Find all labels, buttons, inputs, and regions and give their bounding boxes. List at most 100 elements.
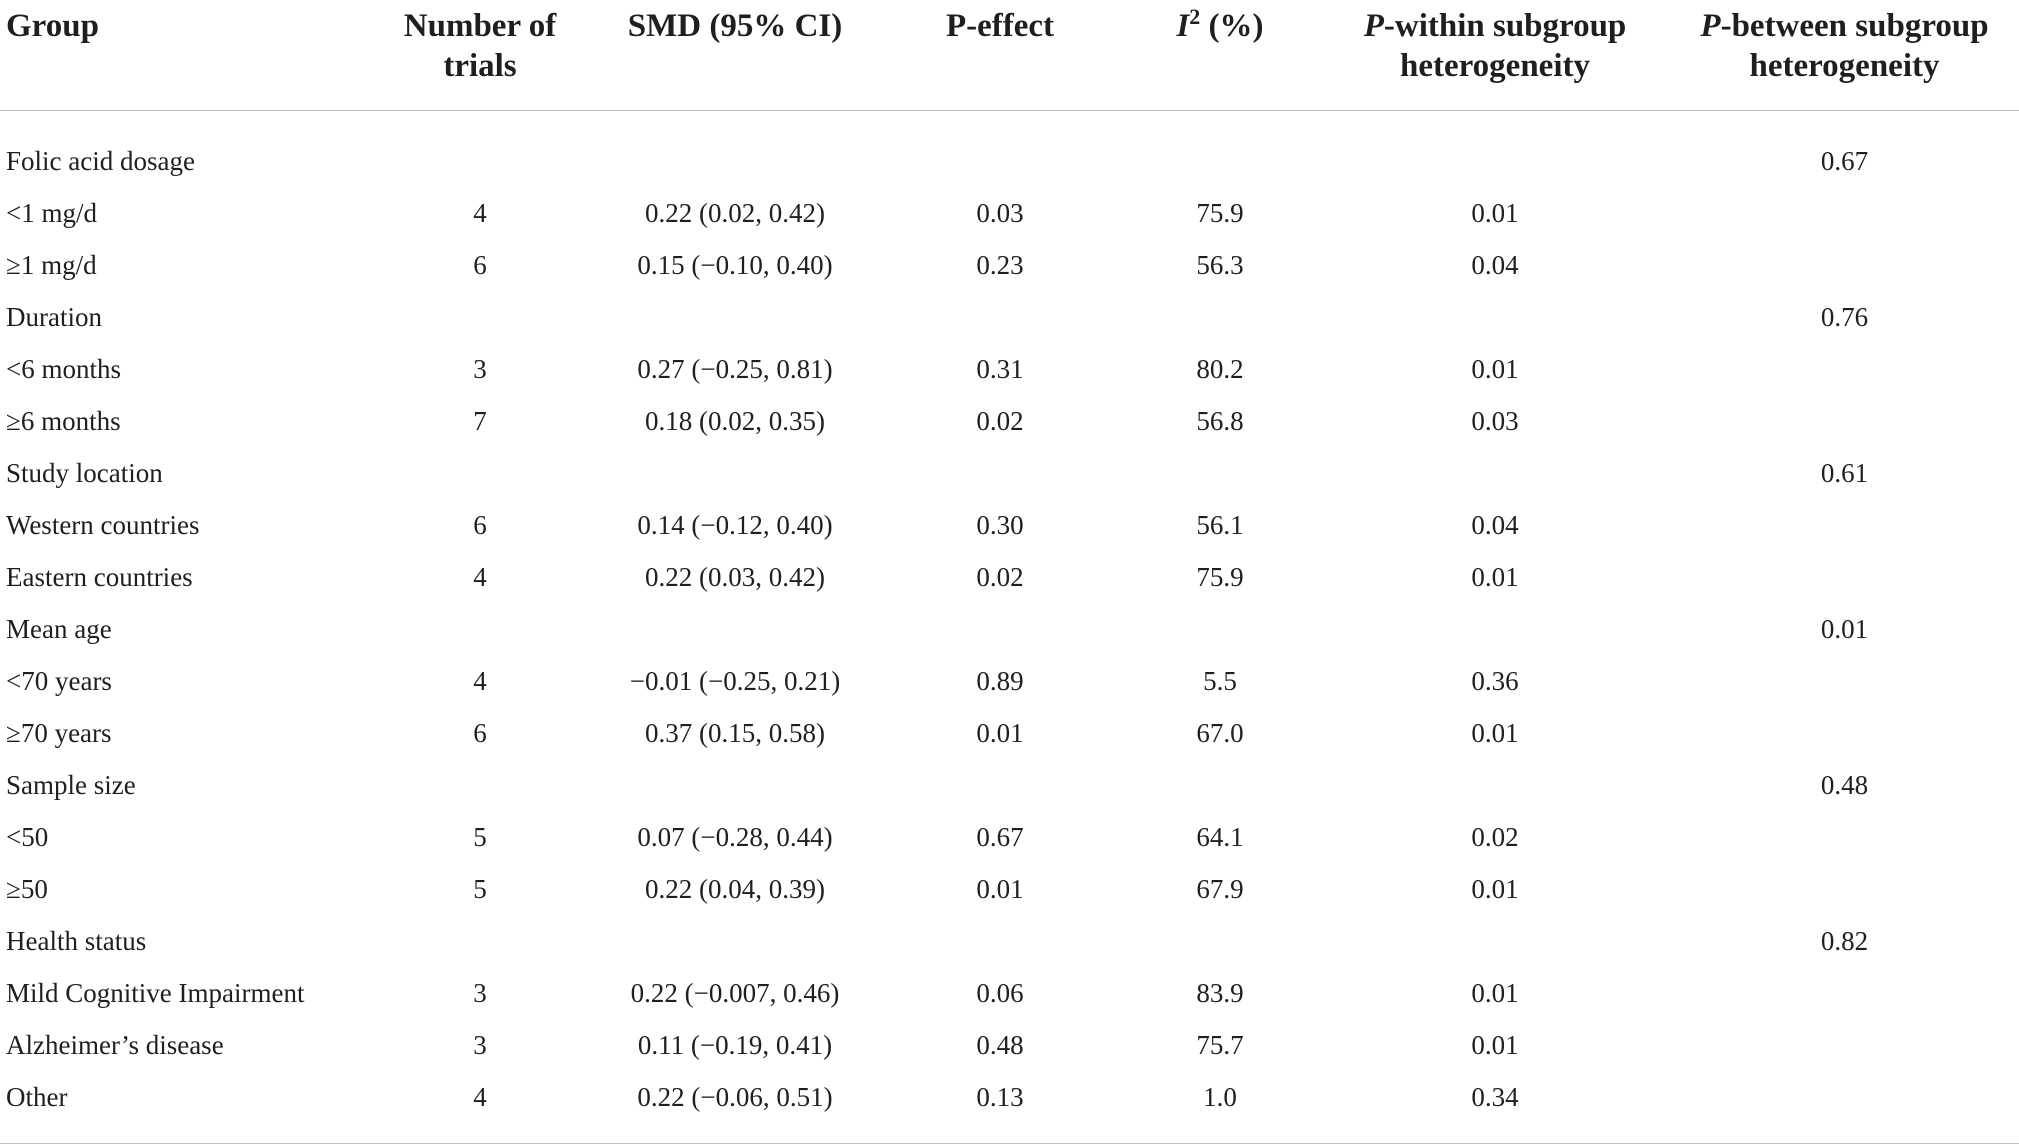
cell-number-of-trials <box>370 603 590 655</box>
table-header: Group Number of trials SMD (95% CI) P-eff… <box>0 0 2019 111</box>
cell-p-between <box>1670 551 2019 603</box>
cell-number-of-trials: 6 <box>473 510 487 540</box>
cell-i2 <box>1120 447 1320 499</box>
cell-smd: 0.22 (0.02, 0.42) <box>645 198 825 228</box>
cell-group: ≥6 months <box>6 406 121 436</box>
cell-p-within <box>1320 759 1670 811</box>
table-row: <6 months 3 0.27 (−0.25, 0.81) 0.31 80.2 0.01 <box>0 343 2019 395</box>
table-row: <70 years 4 −0.01 (−0.25, 0.21) 0.89 5.5 0.36 <box>0 655 2019 707</box>
header-trials-line1: Number of <box>403 8 557 44</box>
cell-p-between <box>1670 343 2019 395</box>
cell-p-within: 0.01 <box>1471 874 1519 904</box>
cell-i2: 75.9 <box>1196 562 1244 592</box>
cell-p-between: 0.61 <box>1820 458 1869 488</box>
table-row: Western countries 6 0.14 (−0.12, 0.40) 0.30… <box>0 499 2019 551</box>
cell-smd: 0.14 (−0.12, 0.40) <box>637 510 833 540</box>
cell-p-within: 0.01 <box>1471 562 1519 592</box>
cell-p-effect: 0.30 <box>976 510 1024 540</box>
cell-group: Other <box>0 1071 370 1144</box>
cell-p-effect <box>880 603 1120 655</box>
cell-i2: 56.1 <box>1196 510 1244 540</box>
cell-i2 <box>1120 603 1320 655</box>
cell-i2 <box>1120 759 1320 811</box>
cell-p-within: 0.01 <box>1471 718 1519 748</box>
cell-i2 <box>1120 915 1320 967</box>
cell-i2: 56.8 <box>1196 406 1244 436</box>
table-row: <50 5 0.07 (−0.28, 0.44) 0.67 64.1 0.02 <box>0 811 2019 863</box>
cell-number-of-trials <box>370 291 590 343</box>
cell-number-of-trials: 4 <box>473 666 487 696</box>
cell-i2 <box>1120 111 1320 188</box>
cell-i2 <box>1120 291 1320 343</box>
cell-group: Folic acid dosage <box>6 146 195 176</box>
cell-number-of-trials: 5 <box>473 822 487 852</box>
table-row: Other 4 0.22 (−0.06, 0.51) 0.13 1.0 0.34 <box>0 1071 2019 1144</box>
cell-p-within: 0.01 <box>1471 978 1519 1008</box>
cell-i2: 83.9 <box>1196 978 1244 1008</box>
cell-i2: 75.9 <box>1196 198 1244 228</box>
cell-number-of-trials <box>370 111 590 188</box>
cell-group: ≥1 mg/d <box>6 250 97 280</box>
cell-p-between <box>1670 187 2019 239</box>
cell-smd: 0.22 (0.04, 0.39) <box>645 874 825 904</box>
header-i2-unit: (%) <box>1200 8 1264 44</box>
cell-number-of-trials: 7 <box>473 406 487 436</box>
cell-number-of-trials: 4 <box>473 198 487 228</box>
cell-group: <50 <box>6 822 49 852</box>
cell-smd <box>590 111 880 188</box>
table-body: Folic acid dosage 0.67 <1 mg/d 4 0.22 (0.02,… <box>0 111 2019 1144</box>
cell-number-of-trials: 3 <box>473 354 487 384</box>
cell-p-between <box>1670 499 2019 551</box>
cell-p-within: 0.36 <box>1471 666 1519 696</box>
cell-i2: 64.1 <box>1196 822 1244 852</box>
cell-i2: 67.0 <box>1196 718 1244 748</box>
table-row: ≥1 mg/d 6 0.15 (−0.10, 0.40) 0.23 56.3 0.04 <box>0 239 2019 291</box>
cell-p-within: 0.03 <box>1471 406 1519 436</box>
table-row: ≥50 5 0.22 (0.04, 0.39) 0.01 67.9 0.01 <box>0 863 2019 915</box>
cell-p-effect <box>880 291 1120 343</box>
table-row: Folic acid dosage 0.67 <box>0 111 2019 188</box>
cell-number-of-trials: 5 <box>473 874 487 904</box>
cell-p-between <box>1670 239 2019 291</box>
cell-number-of-trials: 4 <box>370 1071 590 1144</box>
cell-smd <box>590 603 880 655</box>
cell-i2: 67.9 <box>1196 874 1244 904</box>
header-group-label: Group <box>6 8 99 44</box>
cell-smd: 0.37 (0.15, 0.58) <box>645 718 825 748</box>
cell-group: Mild Cognitive Impairment <box>6 978 305 1008</box>
cell-p-between <box>1670 863 2019 915</box>
cell-p-between: 0.67 <box>1820 146 1869 176</box>
table-row: Mild Cognitive Impairment 3 0.22 (−0.007, … <box>0 967 2019 1019</box>
header-p-between-p: P <box>1700 8 1721 44</box>
cell-p-effect: 0.01 <box>976 718 1024 748</box>
header-p-between-line2: heterogeneity <box>1749 48 1940 84</box>
header-p-between-line1: -between subgroup <box>1720 8 1989 44</box>
cell-p-effect: 0.03 <box>976 198 1024 228</box>
cell-smd <box>590 759 880 811</box>
cell-smd <box>590 291 880 343</box>
header-p-within-line1: -within subgroup <box>1383 8 1627 44</box>
header-p-within-line2: heterogeneity <box>1400 48 1590 84</box>
cell-group: Duration <box>6 302 102 332</box>
cell-p-within: 0.04 <box>1471 510 1519 540</box>
cell-p-between <box>1670 1019 2019 1071</box>
cell-number-of-trials: 4 <box>473 562 487 592</box>
cell-p-effect: 0.02 <box>976 406 1024 436</box>
table-row: ≥6 months 7 0.18 (0.02, 0.35) 0.02 56.8 0.03 <box>0 395 2019 447</box>
cell-smd: 0.11 (−0.19, 0.41) <box>637 1030 833 1060</box>
cell-group: <1 mg/d <box>6 198 97 228</box>
header-smd: SMD (95% CI) <box>590 0 880 111</box>
cell-smd: 0.07 (−0.28, 0.44) <box>637 822 833 852</box>
cell-number-of-trials: 6 <box>473 250 487 280</box>
cell-i2: 5.5 <box>1203 666 1237 696</box>
cell-p-between <box>1670 1071 2019 1144</box>
cell-p-within <box>1320 603 1670 655</box>
cell-group: ≥50 <box>6 874 48 904</box>
header-i2: I2 (%) <box>1120 0 1320 111</box>
cell-p-effect: 0.02 <box>976 562 1024 592</box>
cell-p-within <box>1320 291 1670 343</box>
table-row: Sample size 0.48 <box>0 759 2019 811</box>
cell-group: Mean age <box>6 614 112 644</box>
cell-p-within: 0.02 <box>1471 822 1519 852</box>
